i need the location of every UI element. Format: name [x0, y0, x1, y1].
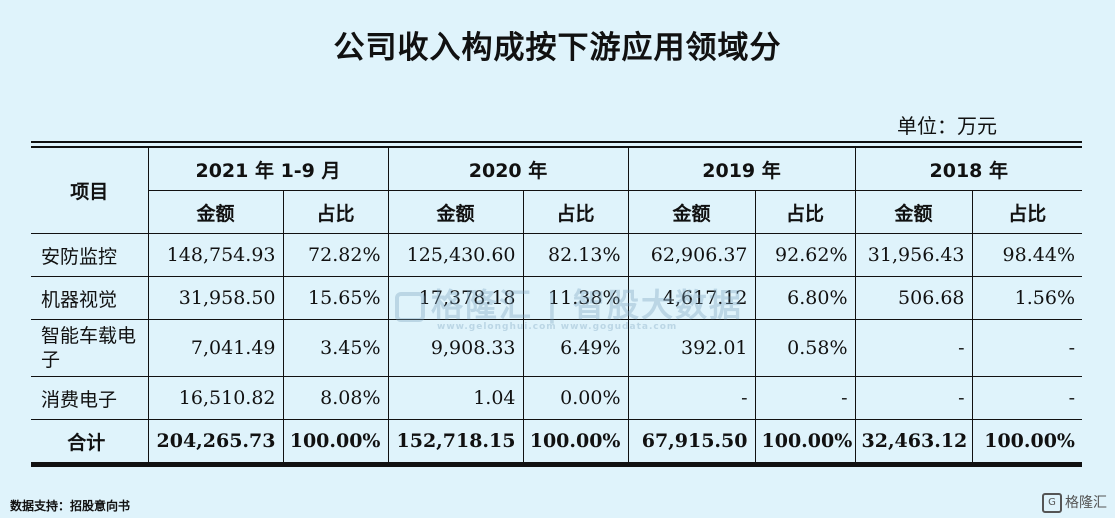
cell-value: 82.13% — [522, 233, 629, 277]
header-amount: 金额 — [148, 190, 284, 234]
cell-value: - — [754, 376, 856, 420]
cell-value: 9,908.33 — [387, 319, 524, 377]
total-value: 152,718.15 — [387, 419, 524, 463]
row-label: 消费电子 — [31, 376, 149, 420]
table-row: 安防监控 148,754.93 72.82% 125,430.60 82.13%… — [31, 233, 1082, 277]
total-value: 100.00% — [522, 419, 629, 463]
cell-value: 62,906.37 — [627, 233, 756, 277]
total-value: 67,915.50 — [627, 419, 756, 463]
cell-value: - — [854, 319, 973, 377]
cell-value: 392.01 — [627, 319, 756, 377]
header-ratio: 占比 — [971, 190, 1082, 234]
cell-value: - — [627, 376, 756, 420]
header-year-2018: 2018 年 — [854, 146, 1082, 191]
header-ratio: 占比 — [522, 190, 629, 234]
page-title: 公司收入构成按下游应用领域分 — [333, 30, 782, 66]
cell-value: 6.80% — [754, 276, 856, 320]
cell-value: 8.08% — [282, 376, 389, 420]
header-amount: 金额 — [854, 190, 973, 234]
total-value: 32,463.12 — [854, 419, 973, 463]
cell-value: 1.56% — [971, 276, 1082, 320]
header-amount: 金额 — [627, 190, 756, 234]
cell-value: 6.49% — [522, 319, 629, 377]
header-row-years: 项目 2021 年 1-9 月 2020 年 2019 年 2018 年 — [31, 146, 1082, 234]
total-value: 204,265.73 — [147, 419, 284, 463]
cell-value: 506.68 — [854, 276, 973, 320]
source-note: 数据支持：招股意向书 — [10, 499, 131, 513]
revenue-table: 项目 2021 年 1-9 月 2020 年 2019 年 2018 年 金额 … — [31, 146, 1082, 463]
cell-value: 125,430.60 — [387, 233, 524, 277]
header-year-2020: 2020 年 — [387, 146, 629, 191]
table-row: 机器视觉 31,958.50 15.65% 17,378.18 11.38% 4… — [31, 276, 1082, 320]
cell-value: 148,754.93 — [147, 233, 284, 277]
revenue-table-wrap: 项目 2021 年 1-9 月 2020 年 2019 年 2018 年 金额 … — [31, 141, 1082, 467]
header-item: 项目 — [31, 146, 149, 234]
cell-value: 7,041.49 — [147, 319, 284, 377]
row-label: 机器视觉 — [31, 276, 149, 320]
total-value: 100.00% — [754, 419, 856, 463]
header-year-2021: 2021 年 1-9 月 — [147, 146, 389, 191]
header-ratio: 占比 — [754, 190, 856, 234]
cell-value: 3.45% — [282, 319, 389, 377]
cell-value: 15.65% — [282, 276, 389, 320]
row-label: 智能车载电子 — [31, 319, 149, 377]
cell-value: - — [971, 319, 1082, 377]
header-row-metrics: 金额 占比 金额 占比 金额 占比 金额 占比 — [31, 190, 1082, 234]
total-value: 100.00% — [282, 419, 389, 463]
cell-value: 11.38% — [522, 276, 629, 320]
header-year-2019: 2019 年 — [627, 146, 856, 191]
cell-value: - — [854, 376, 973, 420]
cell-value: 16,510.82 — [147, 376, 284, 420]
total-value: 100.00% — [971, 419, 1082, 463]
cell-value: 17,378.18 — [387, 276, 524, 320]
cell-value: 72.82% — [282, 233, 389, 277]
brand-text: 格隆汇 — [1065, 495, 1107, 511]
row-label: 安防监控 — [31, 233, 149, 277]
cell-value: 98.44% — [971, 233, 1082, 277]
cell-value: 31,958.50 — [147, 276, 284, 320]
unit-label: 单位：万元 — [897, 114, 997, 138]
cell-value: 31,956.43 — [854, 233, 973, 277]
brand-g-icon: G — [1042, 493, 1062, 513]
total-row: 合计 204,265.73 100.00% 152,718.15 100.00%… — [31, 419, 1082, 463]
cell-value: 4,617.12 — [627, 276, 756, 320]
cell-value: 1.04 — [387, 376, 524, 420]
header-amount: 金额 — [387, 190, 524, 234]
table-row: 智能车载电子 7,041.49 3.45% 9,908.33 6.49% 392… — [31, 319, 1082, 377]
cell-value: 0.58% — [754, 319, 856, 377]
cell-value: 92.62% — [754, 233, 856, 277]
total-label: 合计 — [31, 419, 149, 463]
cell-value: - — [971, 376, 1082, 420]
header-ratio: 占比 — [282, 190, 389, 234]
cell-value: 0.00% — [522, 376, 629, 420]
table-row: 消费电子 16,510.82 8.08% 1.04 0.00% - - - - — [31, 376, 1082, 420]
brand-logo: G 格隆汇 — [1042, 492, 1107, 513]
